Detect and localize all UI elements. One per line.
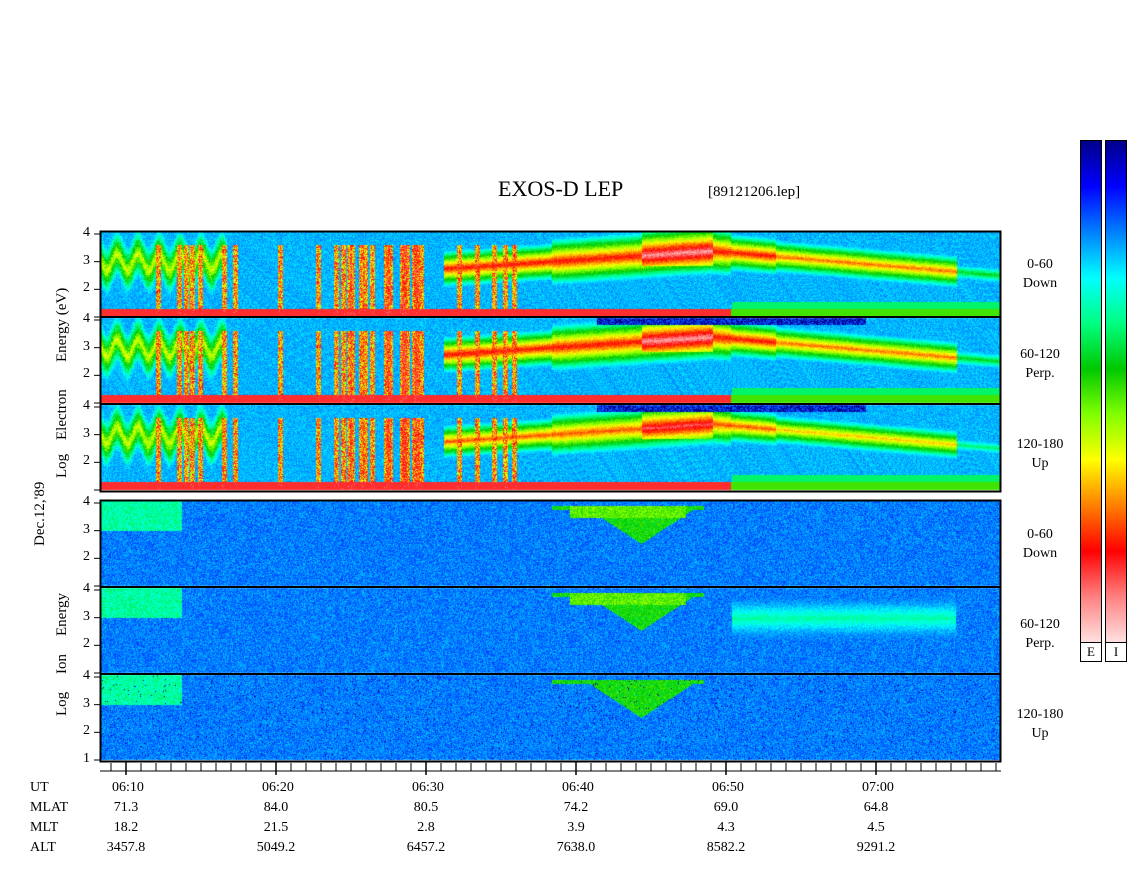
panel-label-line: 60-120 xyxy=(1020,617,1060,632)
axis-cell-mlt: 18.2 xyxy=(113,820,139,835)
panel-label-line: Up xyxy=(1031,726,1049,741)
axis-cell-ut: 06:20 xyxy=(262,780,294,795)
panel-label-line: 120-180 xyxy=(1016,707,1064,722)
ion-ylabel-ion: Ion xyxy=(54,654,70,674)
ion-ylabel-energy: Energy xyxy=(54,592,70,636)
axis-cell-mlat: 69.0 xyxy=(713,800,739,815)
row-label-mlat: MLAT xyxy=(30,800,69,815)
y-tick-label: 2 xyxy=(83,549,90,565)
panel-label-i-up: 120-180 Up xyxy=(1000,705,1080,743)
ion-group-frame xyxy=(99,499,1002,763)
panel-label-line: 0-60 xyxy=(1027,527,1053,542)
y-tick-label: 4 xyxy=(83,668,90,683)
axis-cell-mlat: 71.3 xyxy=(113,800,139,815)
axis-cell-alt: 9291.2 xyxy=(856,840,896,855)
colorbar-key-e: E xyxy=(1080,642,1102,662)
y-tick-label: 4 xyxy=(83,581,90,596)
y-tick-label: 4 xyxy=(83,398,90,413)
panel-label-line: Down xyxy=(1022,546,1058,561)
y-tick-label: 2 xyxy=(83,723,90,739)
axis-cell-alt: 7638.0 xyxy=(556,840,596,855)
electron-ylabel-energy: Energy (eV) xyxy=(54,287,70,362)
panel-label-e-perp: 60-120 Perp. xyxy=(1000,345,1080,383)
axis-cell-mlat: 84.0 xyxy=(263,800,289,815)
axis-cell-alt: 5049.2 xyxy=(256,840,296,855)
y-tick-label: 3 xyxy=(83,252,90,268)
y-tick-label: 3 xyxy=(83,338,90,354)
colorbar-ion xyxy=(1105,140,1127,643)
axis-cell-mlt: 4.5 xyxy=(867,820,885,835)
panel-label-line: Up xyxy=(1031,456,1049,471)
electron-group-frame xyxy=(99,230,1002,493)
date-label: Dec.12,'89 xyxy=(32,481,48,546)
colorbar-key-i: I xyxy=(1105,642,1127,662)
axis-cell-mlat: 64.8 xyxy=(863,800,889,815)
y-tick-label: 2 xyxy=(83,636,90,652)
file-label: [89121206.lep] xyxy=(708,184,801,200)
axis-cell-mlat: 80.5 xyxy=(413,800,439,815)
y-tick-label: 3 xyxy=(83,521,90,537)
axis-cell-ut: 06:50 xyxy=(712,780,744,795)
axis-cell-mlt: 3.9 xyxy=(567,820,585,835)
axis-cell-mlt: 21.5 xyxy=(263,820,289,835)
panel-label-line: Perp. xyxy=(1025,636,1055,651)
panel-label-e-up: 120-180 Up xyxy=(1000,435,1080,473)
panel-label-line: 60-120 xyxy=(1020,347,1060,362)
axis-cell-mlt: 2.8 xyxy=(417,820,435,835)
panel-label-line: Down xyxy=(1022,276,1058,291)
axis-cell-ut: 06:40 xyxy=(562,780,594,795)
row-label-alt: ALT xyxy=(30,840,56,855)
axis-cell-ut: 07:00 xyxy=(862,780,894,795)
ion-ylabel-log: Log xyxy=(54,691,70,716)
colorbar-electron xyxy=(1080,140,1102,643)
panel-label-i-down: 0-60 Down xyxy=(1000,525,1080,563)
electron-ylabel-log: Log xyxy=(54,453,70,478)
axis-cell-ut: 06:30 xyxy=(412,780,444,795)
y-tick-label: 4 xyxy=(83,494,90,509)
y-tick-label: 1 xyxy=(83,751,90,766)
y-tick-label: 2 xyxy=(83,366,90,382)
panel-label-i-perp: 60-120 Perp. xyxy=(1000,615,1080,653)
panel-label-line: 0-60 xyxy=(1027,257,1053,272)
y-tick-label: 4 xyxy=(83,311,90,326)
panel-label-line: 120-180 xyxy=(1016,437,1064,452)
y-tick-label: 2 xyxy=(83,280,90,296)
row-label-ut: UT xyxy=(30,780,49,795)
chart-title: EXOS-D LEP xyxy=(498,176,624,201)
axis-cell-mlat: 74.2 xyxy=(563,800,589,815)
axis-cell-alt: 3457.8 xyxy=(106,840,146,855)
y-tick-label: 3 xyxy=(83,695,90,711)
y-tick-label: 3 xyxy=(83,608,90,624)
y-tick-label: 4 xyxy=(83,225,90,240)
axis-cell-ut: 06:10 xyxy=(112,780,144,795)
axis-cell-alt: 6457.2 xyxy=(406,840,446,855)
panel-label-line: Perp. xyxy=(1025,366,1055,381)
y-tick-label: 3 xyxy=(83,425,90,441)
axis-cell-alt: 8582.2 xyxy=(706,840,746,855)
electron-ylabel-electron: Electron xyxy=(54,389,70,440)
y-tick-label: 2 xyxy=(83,453,90,469)
axis-cell-mlt: 4.3 xyxy=(717,820,735,835)
panel-label-e-down: 0-60 Down xyxy=(1000,255,1080,293)
row-label-mlt: MLT xyxy=(30,820,59,835)
